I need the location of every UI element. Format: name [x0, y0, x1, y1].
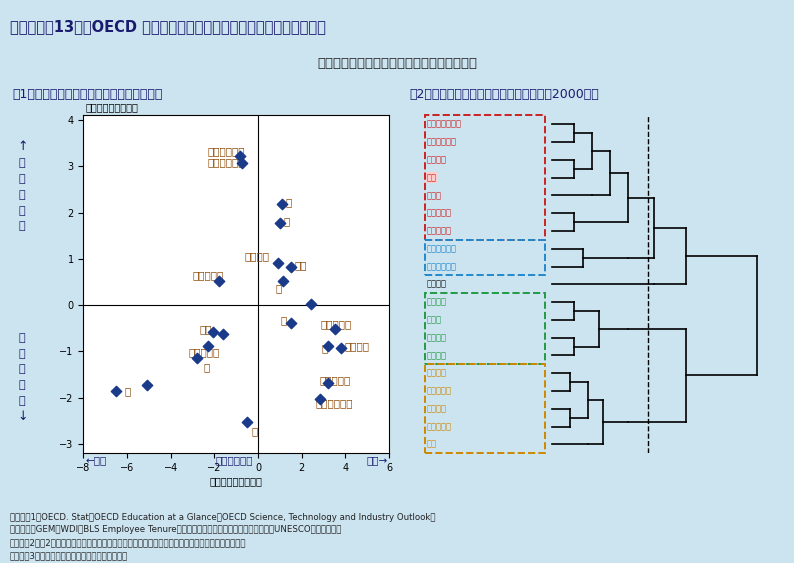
Text: アイルランド: アイルランド [426, 137, 457, 146]
Text: フィンランド: フィンランド [426, 244, 457, 253]
Bar [425, 364, 545, 453]
Text: 蓘: 蓘 [280, 315, 287, 325]
Text: 導: 導 [19, 221, 25, 231]
Point [217, 329, 229, 338]
Point [272, 258, 284, 267]
Text: 豪: 豪 [252, 426, 258, 436]
Text: 起: 起 [19, 333, 25, 343]
Text: デンマーク: デンマーク [192, 270, 224, 280]
Point [236, 158, 249, 167]
Text: イタリア: イタリア [426, 404, 446, 413]
Text: 業: 業 [19, 348, 25, 359]
Point [322, 341, 335, 350]
Text: カナダ: カナダ [426, 191, 441, 200]
Text: ベルギー: ベルギー [426, 298, 446, 307]
Text: ポルトガル: ポルトガル [426, 422, 452, 431]
Text: アイルランド: アイルランド [315, 398, 353, 408]
Text: ノルウェー: ノルウェー [188, 347, 219, 358]
Text: 独: 独 [283, 216, 290, 226]
Text: 伊: 伊 [322, 343, 328, 352]
Point [276, 200, 288, 209]
Text: 低い→: 低い→ [366, 455, 387, 465]
Point [212, 276, 225, 285]
Text: ←高い: ←高い [86, 455, 107, 465]
Text: フィンランド: フィンランド [208, 157, 245, 167]
X-axis label: （第１主成分得点）: （第１主成分得点） [210, 476, 263, 486]
Text: ノルウェー: ノルウェー [426, 226, 452, 235]
Text: スウェーデン: スウェーデン [208, 146, 245, 157]
Text: 主: 主 [19, 380, 25, 390]
Text: オランダ: オランダ [426, 155, 446, 164]
Text: ギリシャ: ギリシャ [426, 369, 446, 378]
Text: ハンガリー: ハンガリー [426, 386, 452, 395]
Text: ギリシャ: ギリシャ [345, 341, 369, 351]
Text: （第２主成分得点）: （第２主成分得点） [86, 102, 139, 113]
Point [110, 386, 122, 395]
Text: 業: 業 [19, 190, 25, 200]
Text: （備考）1．OECD. Stat，OECD Education at a Glance，OECD Science, Technology and Industr: （備考）1．OECD. Stat，OECD Education at a Gla… [10, 513, 435, 560]
Point [233, 151, 246, 160]
Text: 日本: 日本 [426, 440, 437, 449]
Text: アメリカ: アメリカ [426, 280, 446, 289]
Text: 主: 主 [19, 205, 25, 216]
Point [285, 318, 298, 327]
Text: 企: 企 [19, 174, 25, 184]
Text: 家: 家 [19, 364, 25, 374]
Text: 英国: 英国 [199, 324, 211, 334]
Point [322, 378, 335, 387]
Text: スウェーデン: スウェーデン [426, 262, 457, 271]
Point [335, 343, 348, 352]
Text: オーストラリア: オーストラリア [426, 120, 461, 129]
Text: ベルギー: ベルギー [245, 251, 270, 261]
Point [276, 276, 289, 285]
Bar [425, 240, 545, 275]
Text: ↑: ↑ [17, 140, 28, 153]
Bar [425, 115, 545, 240]
Point [329, 325, 341, 334]
Point [241, 417, 253, 426]
Text: スペイン: スペイン [426, 351, 446, 360]
Point [273, 218, 286, 227]
Text: 仏: 仏 [286, 198, 292, 207]
Text: 市場の柔軟性: 市場の柔軟性 [215, 455, 253, 465]
Text: 英国: 英国 [426, 173, 437, 182]
Text: ドイツ: ドイツ [426, 315, 441, 324]
Text: （1）イノベーションシステムの主成分分析: （1）イノベーションシステムの主成分分析 [12, 88, 162, 101]
Text: （2）クラスター分析によるグループ化（2000年）: （2）クラスター分析によるグループ化（2000年） [409, 88, 599, 101]
Text: デンマーク: デンマーク [426, 209, 452, 218]
Text: ボルトガル: ボルトガル [320, 320, 352, 329]
Text: 我が国は市場の柔軟性が乏しく、大企業主導: 我が国は市場の柔軟性が乏しく、大企業主導 [317, 57, 477, 70]
Point [314, 394, 326, 403]
Text: フランス: フランス [426, 333, 446, 342]
Text: 大: 大 [19, 158, 25, 168]
Text: ↓: ↓ [17, 410, 28, 423]
Point [305, 300, 318, 309]
Text: 加: 加 [203, 363, 210, 373]
Text: 第３－３－13図　OECD 諸国におけるイノベーションシステムの類型化: 第３－３－13図 OECD 諸国におけるイノベーションシステムの類型化 [10, 19, 326, 34]
Text: 米: 米 [125, 386, 131, 396]
Point [202, 341, 214, 350]
Point [191, 354, 203, 363]
Point [207, 328, 220, 337]
Text: ハンガリー: ハンガリー [320, 375, 351, 385]
Text: 日本: 日本 [295, 260, 307, 270]
Bar [425, 293, 545, 364]
Text: 導: 導 [19, 396, 25, 406]
Point [141, 380, 153, 389]
Point [285, 263, 298, 272]
Text: 西: 西 [276, 284, 282, 293]
